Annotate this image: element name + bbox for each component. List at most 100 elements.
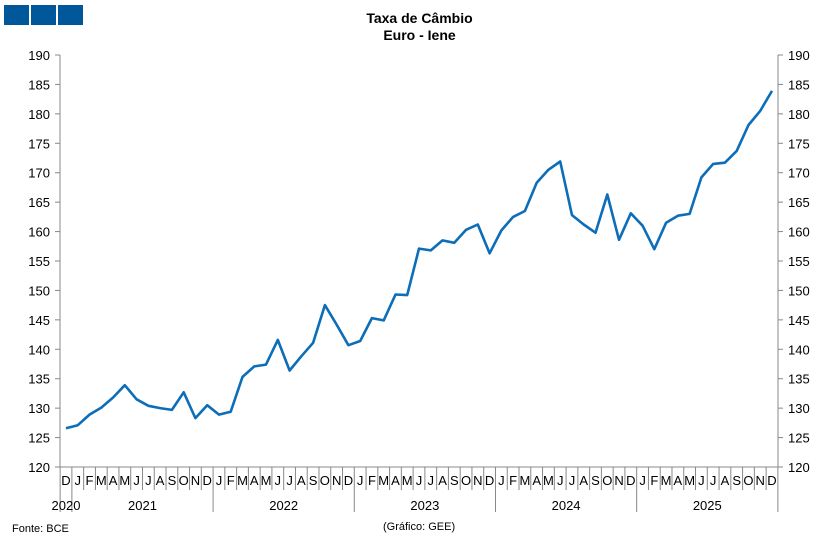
month-label: M [519,473,530,488]
month-label: S [591,473,600,488]
y-tick-label-right: 135 [788,372,810,387]
year-label: 2024 [552,498,581,513]
month-label: A [721,473,730,488]
y-tick-label-right: 170 [788,166,810,181]
month-label: J [710,473,717,488]
y-tick-label-left: 180 [28,107,50,122]
month-label: F [650,473,658,488]
month-label: F [509,473,517,488]
month-label: J [498,473,505,488]
month-label: M [543,473,554,488]
month-label: J [416,473,423,488]
month-label: A [438,473,447,488]
y-tick-label-left: 140 [28,342,50,357]
y-tick-label-left: 130 [28,401,50,416]
month-label: M [96,473,107,488]
month-label: D [767,473,776,488]
y-tick-label-right: 130 [788,401,810,416]
month-label: F [86,473,94,488]
logo-square-3 [58,5,83,25]
year-label: 2021 [128,498,157,513]
month-label: D [203,473,212,488]
month-label: S [732,473,741,488]
month-label: M [661,473,672,488]
y-tick-label-right: 145 [788,313,810,328]
month-label: D [61,473,70,488]
source-note: Fonte: BCE [12,523,69,535]
month-label: J [75,473,82,488]
month-label: J [357,473,364,488]
y-tick-label-left: 160 [28,225,50,240]
month-label: A [532,473,541,488]
year-label: 2022 [269,498,298,513]
month-label: J [286,473,293,488]
month-label: O [179,473,189,488]
month-label: D [626,473,635,488]
y-tick-label-left: 145 [28,313,50,328]
month-label: S [309,473,318,488]
y-tick-label-right: 125 [788,431,810,446]
y-tick-label-left: 190 [28,48,50,63]
month-label: M [119,473,130,488]
chart-subtitle: Euro - Iene [383,27,456,43]
year-label: 2023 [410,498,439,513]
month-label: O [320,473,330,488]
month-label: J [216,473,223,488]
month-label: S [168,473,177,488]
month-label: M [402,473,413,488]
month-label: O [602,473,612,488]
y-tick-label-right: 120 [788,460,810,475]
logo-square-2 [31,5,56,25]
month-label: J [428,473,435,488]
month-label: A [109,473,118,488]
y-tick-label-right: 180 [788,107,810,122]
month-label: O [461,473,471,488]
y-tick-label-left: 135 [28,372,50,387]
series-line [65,90,774,430]
month-label: J [133,473,140,488]
y-tick-label-right: 155 [788,254,810,269]
year-label: 2025 [693,498,722,513]
month-label: J [639,473,646,488]
y-tick-label-right: 165 [788,195,810,210]
month-label: M [237,473,248,488]
y-tick-label-right: 190 [788,48,810,63]
y-tick-label-left: 125 [28,431,50,446]
y-tick-label-left: 120 [28,460,50,475]
month-label: M [684,473,695,488]
y-tick-label-right: 160 [788,225,810,240]
y-tick-label-right: 150 [788,283,810,298]
y-tick-label-left: 170 [28,166,50,181]
month-label: D [344,473,353,488]
logo-square-1 [4,5,29,25]
month-label: N [614,473,623,488]
y-tick-label-left: 175 [28,136,50,151]
month-label: S [450,473,459,488]
month-label: N [332,473,341,488]
month-label: J [557,473,564,488]
month-label: A [156,473,165,488]
chart-title: Taxa de Câmbio [366,10,473,26]
month-label: M [378,473,389,488]
month-label: J [275,473,282,488]
year-label: 2020 [52,498,81,513]
month-label: J [145,473,152,488]
y-tick-label-right: 185 [788,77,810,92]
month-label: F [227,473,235,488]
y-tick-label-right: 175 [788,136,810,151]
month-label: N [756,473,765,488]
y-tick-label-left: 155 [28,254,50,269]
month-label: M [261,473,272,488]
month-label: N [191,473,200,488]
month-label: D [485,473,494,488]
month-label: F [368,473,376,488]
y-tick-label-left: 165 [28,195,50,210]
month-label: A [579,473,588,488]
month-label: A [250,473,259,488]
month-label: A [391,473,400,488]
credit-note: (Gráfico: GEE) [383,521,456,533]
y-tick-label-left: 185 [28,77,50,92]
month-label: A [297,473,306,488]
y-tick-label-left: 150 [28,283,50,298]
